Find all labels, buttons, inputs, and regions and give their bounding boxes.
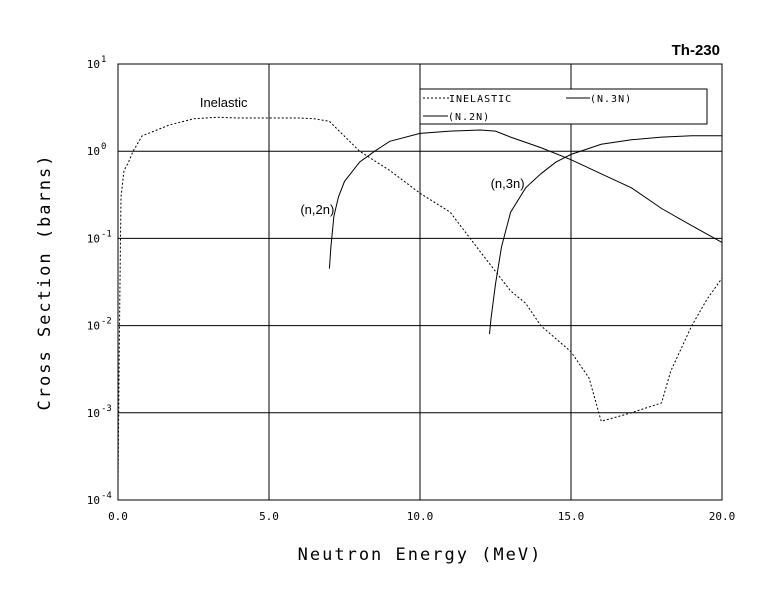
y-tick-base: 10 xyxy=(87,232,100,245)
y-tick-base: 10 xyxy=(87,407,100,420)
annotation-inelastic: Inelastic xyxy=(200,95,248,110)
y-tick-label: 10 1 xyxy=(87,55,107,71)
y-axis-title: Cross Section (barns) xyxy=(35,154,55,411)
y-tick-exponent: -1 xyxy=(101,229,112,239)
series-line-n-3n xyxy=(489,135,722,335)
y-tick-label: 10 -3 xyxy=(87,404,112,420)
x-tick-label: 20.0 xyxy=(709,510,736,523)
y-tick-label: 10 -1 xyxy=(87,229,112,245)
y-tick-exponent: 0 xyxy=(101,142,106,152)
y-tick-base: 10 xyxy=(87,58,100,71)
y-tick-label: 10 -2 xyxy=(87,317,112,333)
annotation-n2n: (n,2n) xyxy=(300,202,334,217)
legend-label-n2n: (N.2N) xyxy=(448,112,490,123)
y-tick-exponent: -3 xyxy=(101,404,112,414)
y-tick-exponent: -2 xyxy=(101,317,112,327)
annotation-n3n: (n,3n) xyxy=(491,176,525,191)
legend: INELASTIC (N.3N) (N.2N) xyxy=(419,88,708,125)
x-tick-label: 10.0 xyxy=(407,510,434,523)
legend-box xyxy=(419,88,708,125)
x-tick-label: 0.0 xyxy=(108,510,128,523)
series-line-inelastic xyxy=(117,116,723,485)
y-tick-base: 10 xyxy=(87,145,100,158)
x-axis-title: Neutron Energy (MeV) xyxy=(298,545,543,565)
y-tick-exponent: 1 xyxy=(101,55,106,65)
x-tick-labels: 0.0 5.0 10.0 15.0 20.0 xyxy=(108,510,735,523)
series-line-n-2n xyxy=(328,129,723,269)
legend-label-n3n: (N.3N) xyxy=(590,94,632,105)
grid xyxy=(118,64,722,500)
y-tick-base: 10 xyxy=(87,320,100,333)
y-tick-label: 10 -4 xyxy=(87,491,112,507)
y-tick-exponent: -4 xyxy=(101,491,112,501)
y-tick-label: 10 0 xyxy=(87,142,107,158)
x-tick-label: 5.0 xyxy=(259,510,279,523)
x-tick-label: 15.0 xyxy=(558,510,585,523)
series-layer xyxy=(117,116,723,485)
plot-frame xyxy=(117,63,723,501)
y-tick-base: 10 xyxy=(87,494,100,507)
legend-label-inelastic: INELASTIC xyxy=(449,94,512,105)
chart-title: Th-230 xyxy=(672,42,720,59)
